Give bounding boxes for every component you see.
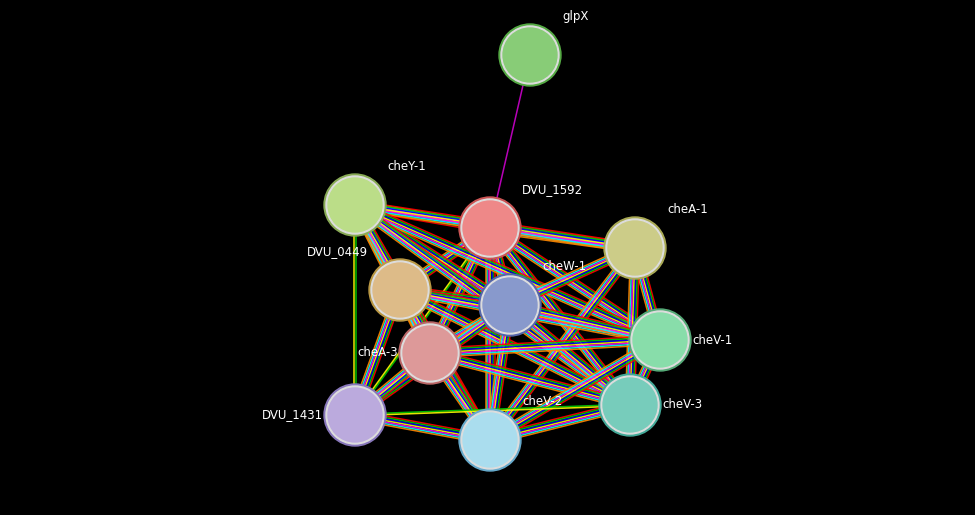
Circle shape (629, 309, 691, 371)
Circle shape (599, 374, 661, 436)
Circle shape (603, 378, 657, 432)
Circle shape (461, 199, 519, 257)
Circle shape (633, 313, 687, 367)
Text: cheA-1: cheA-1 (667, 203, 708, 216)
Circle shape (373, 263, 427, 317)
Circle shape (481, 276, 539, 334)
Circle shape (608, 221, 662, 275)
Circle shape (463, 413, 517, 467)
Circle shape (604, 217, 666, 279)
Circle shape (326, 176, 384, 234)
Circle shape (461, 411, 519, 469)
Circle shape (328, 178, 382, 232)
Circle shape (401, 324, 459, 382)
Circle shape (369, 259, 431, 321)
Circle shape (459, 409, 521, 471)
Text: cheV-3: cheV-3 (662, 399, 702, 411)
Circle shape (483, 278, 537, 332)
Text: cheA-3: cheA-3 (358, 347, 398, 359)
Circle shape (324, 174, 386, 236)
Text: cheY-1: cheY-1 (387, 160, 426, 173)
Circle shape (328, 388, 382, 442)
Circle shape (631, 311, 689, 369)
Circle shape (403, 326, 457, 380)
Circle shape (501, 26, 559, 84)
Circle shape (399, 322, 461, 384)
Circle shape (459, 197, 521, 259)
Text: DVU_1431: DVU_1431 (262, 408, 323, 421)
Text: DVU_1592: DVU_1592 (522, 183, 583, 196)
Circle shape (499, 24, 561, 86)
Circle shape (324, 384, 386, 446)
Circle shape (326, 386, 384, 444)
Text: DVU_0449: DVU_0449 (307, 245, 368, 258)
Circle shape (371, 261, 429, 319)
Text: cheW-1: cheW-1 (542, 260, 586, 273)
Text: cheV-2: cheV-2 (522, 395, 563, 408)
Text: glpX: glpX (562, 10, 588, 23)
Circle shape (479, 274, 541, 336)
Text: cheV-1: cheV-1 (692, 334, 732, 347)
Circle shape (503, 28, 557, 82)
Circle shape (606, 219, 664, 277)
Circle shape (463, 201, 517, 255)
Circle shape (601, 376, 659, 434)
